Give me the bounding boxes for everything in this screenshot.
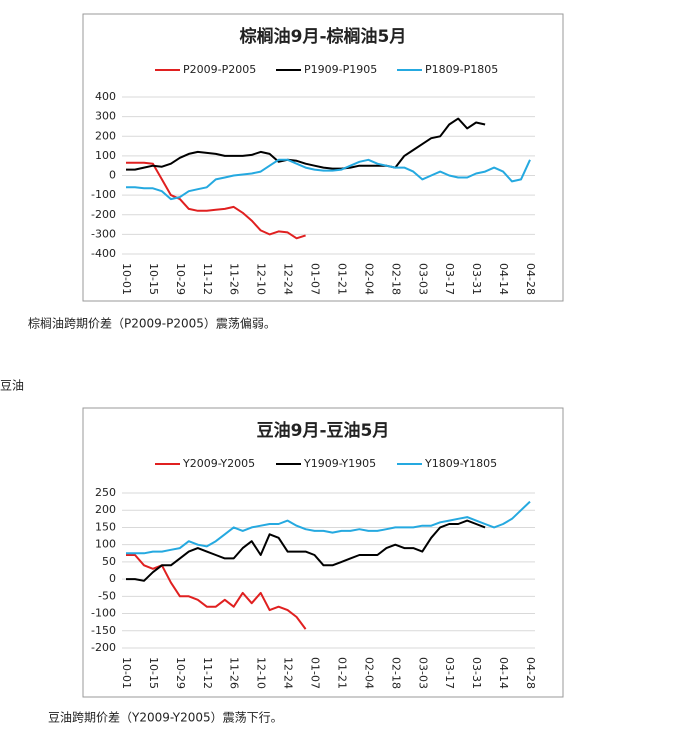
x-tick-label: 04-14 (497, 263, 510, 295)
y-tick-label: 300 (95, 110, 116, 123)
legend-label: P1909-P1905 (304, 63, 377, 76)
chart-frame (82, 13, 564, 302)
chart: 棕榈油9月-棕榈油5月 -400 -300 -200 -100 0 100 200 300 400… (82, 13, 564, 302)
x-tick-label: 03-03 (416, 657, 429, 689)
y-tick-label: 0 (109, 169, 116, 182)
y-tick-label: 0 (109, 572, 116, 585)
y-tick-label: 250 (95, 486, 116, 499)
x-tick-label: 11-12 (201, 657, 214, 689)
x-tick-label: 03-17 (443, 657, 456, 689)
y-tick-label: -200 (91, 641, 116, 654)
series-line (126, 500, 531, 555)
x-tick-label: 10-29 (174, 657, 187, 689)
x-tick-label: 02-04 (362, 657, 375, 689)
x-tick-label: 11-12 (201, 263, 214, 295)
chart-title: 棕榈油9月-棕榈油5月 (240, 26, 407, 47)
x-tick-label: 10-15 (147, 263, 160, 295)
x-tick-label: 04-28 (524, 263, 537, 295)
series-line (126, 519, 486, 582)
chart-frame (82, 407, 564, 698)
legend-label: P1809-P1805 (425, 63, 498, 76)
x-tick-label: 01-21 (335, 657, 348, 689)
x-tick-label: 03-17 (443, 263, 456, 295)
x-tick-label: 03-31 (470, 657, 483, 689)
section-heading: 豆油 (0, 379, 24, 393)
x-tick-label: 03-31 (470, 263, 483, 295)
x-tick-label: 01-07 (309, 657, 322, 689)
y-tick-label: 200 (95, 129, 116, 142)
x-tick-label: 10-01 (120, 657, 133, 689)
series-line (126, 554, 307, 630)
x-tick-label: 11-26 (228, 263, 241, 295)
x-tick-label: 12-24 (282, 657, 295, 689)
y-tick-label: -150 (91, 624, 116, 637)
x-tick-label: 01-21 (335, 263, 348, 295)
y-tick-label: 150 (95, 520, 116, 533)
y-tick-label: -100 (91, 607, 116, 620)
x-tick-label: 03-03 (416, 263, 429, 295)
caption: 豆油跨期价差（Y2009-Y2005）震荡下行。 (48, 711, 283, 725)
x-tick-label: 02-18 (389, 263, 402, 295)
y-tick-label: 400 (95, 90, 116, 103)
y-tick-label: 50 (102, 555, 116, 568)
y-tick-label: -50 (98, 589, 116, 602)
x-tick-label: 12-10 (255, 263, 268, 295)
y-tick-label: -100 (91, 188, 116, 201)
chart-title: 豆油9月-豆油5月 (257, 420, 390, 441)
legend-label: Y1809-Y1805 (424, 457, 497, 470)
x-tick-label: 12-24 (282, 263, 295, 295)
series-line (126, 117, 486, 171)
x-tick-label: 01-07 (309, 263, 322, 295)
x-tick-label: 04-14 (497, 657, 510, 689)
legend-label: Y1909-Y1905 (303, 457, 376, 470)
x-tick-label: 04-28 (524, 657, 537, 689)
series-line (126, 161, 306, 240)
x-tick-label: 12-10 (255, 657, 268, 689)
chart: 豆油9月-豆油5月 -200 -150 -100 -50 0 50 100 150 200 250 1… (82, 407, 564, 698)
legend-label: P2009-P2005 (183, 63, 256, 76)
x-tick-label: 10-15 (147, 657, 160, 689)
y-tick-label: 100 (95, 538, 116, 551)
series-line (126, 158, 531, 201)
x-tick-label: 02-18 (389, 657, 402, 689)
y-tick-label: 200 (95, 503, 116, 516)
y-tick-label: -400 (91, 247, 116, 260)
x-tick-label: 10-01 (120, 263, 133, 295)
x-tick-label: 10-29 (174, 263, 187, 295)
x-tick-label: 02-04 (362, 263, 375, 295)
legend-label: Y2009-Y2005 (182, 457, 255, 470)
y-tick-label: -200 (91, 208, 116, 221)
y-tick-label: -300 (91, 227, 116, 240)
caption: 棕榈油跨期价差（P2009-P2005）震荡偏弱。 (28, 316, 276, 331)
y-tick-label: 100 (95, 149, 116, 162)
x-tick-label: 11-26 (228, 657, 241, 689)
